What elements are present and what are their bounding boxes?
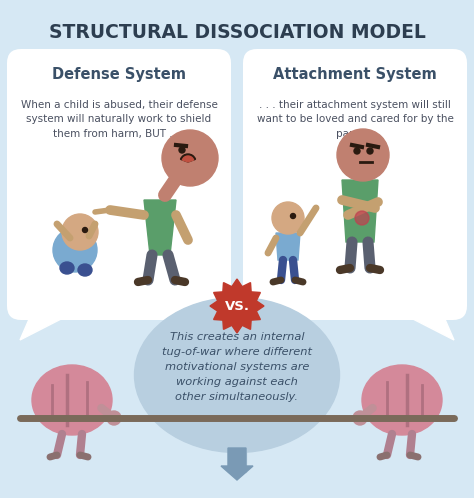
Polygon shape — [342, 180, 378, 242]
Circle shape — [272, 202, 304, 234]
Circle shape — [367, 148, 373, 154]
Circle shape — [53, 228, 97, 272]
Circle shape — [162, 130, 218, 186]
Ellipse shape — [32, 365, 112, 435]
Circle shape — [179, 147, 185, 153]
Wedge shape — [182, 156, 194, 162]
Wedge shape — [181, 154, 195, 162]
Text: Defense System: Defense System — [52, 67, 186, 82]
Text: When a child is abused, their defense
system will naturally work to shield
them : When a child is abused, their defense sy… — [20, 100, 218, 139]
Circle shape — [62, 214, 98, 250]
Ellipse shape — [135, 297, 339, 453]
Bar — [228, 447, 246, 472]
Circle shape — [353, 411, 367, 425]
Circle shape — [291, 214, 295, 219]
Text: STRUCTURAL DISSOCIATION MODEL: STRUCTURAL DISSOCIATION MODEL — [48, 22, 426, 41]
Ellipse shape — [60, 262, 74, 274]
FancyBboxPatch shape — [7, 49, 231, 320]
FancyArrow shape — [221, 448, 253, 480]
FancyBboxPatch shape — [243, 49, 467, 320]
Polygon shape — [409, 317, 454, 340]
Circle shape — [82, 228, 88, 233]
Text: This creates an internal
tug-of-war where different
motivational systems are
wor: This creates an internal tug-of-war wher… — [162, 332, 312, 402]
Text: Attachment System: Attachment System — [273, 67, 437, 82]
Polygon shape — [210, 279, 264, 333]
Circle shape — [107, 411, 121, 425]
Ellipse shape — [362, 365, 442, 435]
Polygon shape — [276, 233, 300, 260]
Circle shape — [337, 129, 389, 181]
Polygon shape — [20, 317, 65, 340]
Polygon shape — [144, 200, 176, 255]
Circle shape — [355, 211, 369, 225]
Text: VS.: VS. — [225, 299, 249, 313]
Text: . . . their attachment system will still
want to be loved and cared for by the
p: . . . their attachment system will still… — [256, 100, 454, 139]
Ellipse shape — [78, 264, 92, 276]
Circle shape — [354, 148, 360, 154]
